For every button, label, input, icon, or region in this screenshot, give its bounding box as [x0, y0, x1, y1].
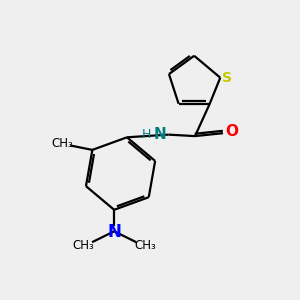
Text: CH₃: CH₃ — [72, 238, 94, 252]
Text: CH₃: CH₃ — [134, 238, 156, 252]
Text: N: N — [154, 127, 167, 142]
Text: O: O — [225, 124, 238, 139]
Text: CH₃: CH₃ — [51, 136, 73, 150]
Text: N: N — [107, 224, 121, 242]
Text: H: H — [142, 128, 151, 141]
Text: S: S — [222, 71, 232, 85]
